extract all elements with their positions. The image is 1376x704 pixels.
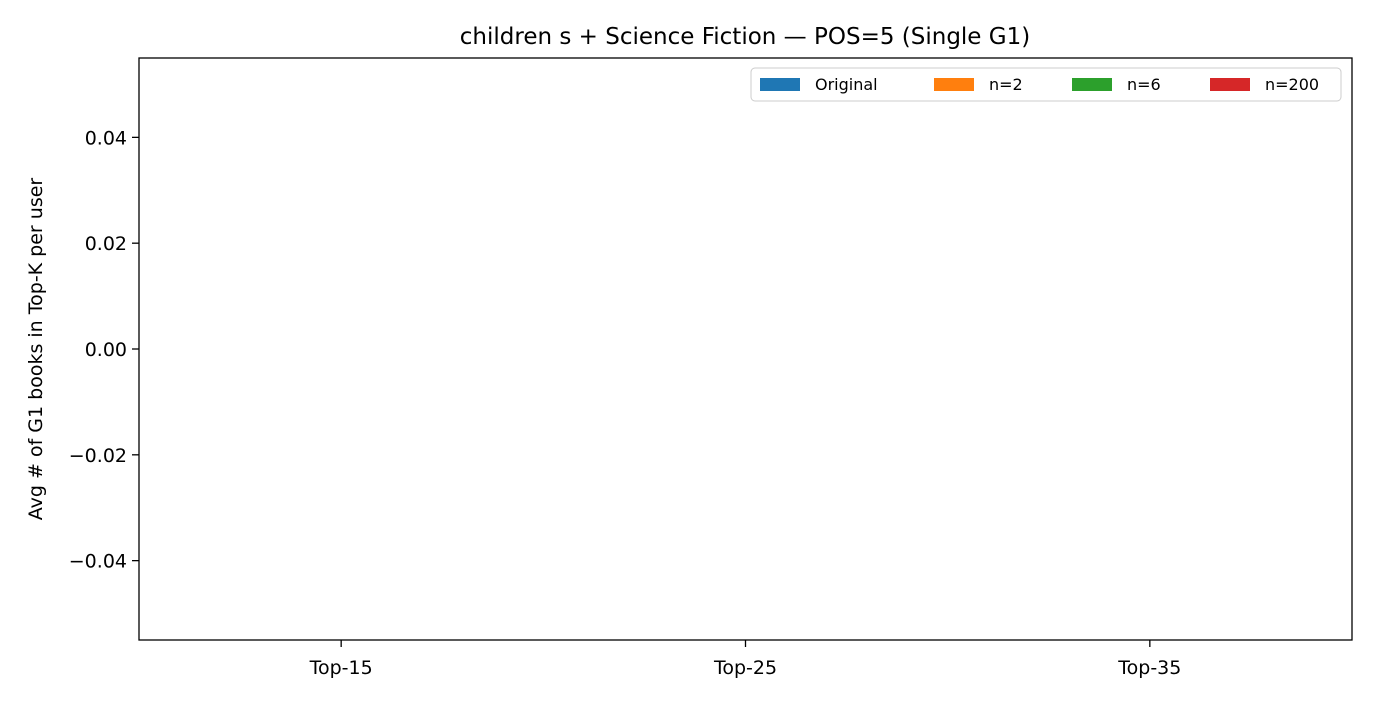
y-tick-label: −0.04 <box>69 551 127 573</box>
y-axis-label: Avg # of G1 books in Top-K per user <box>25 178 47 521</box>
legend-label: n=6 <box>1127 75 1161 94</box>
legend-swatch <box>1072 78 1112 91</box>
legend-label: n=2 <box>989 75 1023 94</box>
x-tick-label: Top-15 <box>309 657 373 679</box>
legend-label: n=200 <box>1265 75 1319 94</box>
legend-box <box>750 67 1342 102</box>
legend: Original n=2 n=6 n=200 <box>750 67 1342 102</box>
y-tick-label: −0.02 <box>69 445 127 467</box>
y-tick-label: 0.04 <box>85 127 127 149</box>
legend-swatch <box>760 78 800 91</box>
legend-swatch <box>1210 78 1250 91</box>
x-tick-label: Top-25 <box>713 657 777 679</box>
plot-area: −0.04 −0.02 0.00 0.02 0.04 Top-15 Top-25 Top-35 <box>69 57 1353 679</box>
y-tick-label: 0.02 <box>85 233 127 255</box>
legend-swatch <box>934 78 974 91</box>
x-tick-label: Top-35 <box>1117 657 1181 679</box>
axes-frame <box>138 57 1353 641</box>
y-tick-label: 0.00 <box>85 339 127 361</box>
legend-label: Original <box>815 75 878 94</box>
chart-title: children s + Science Fiction — POS=5 (Si… <box>460 24 1030 50</box>
